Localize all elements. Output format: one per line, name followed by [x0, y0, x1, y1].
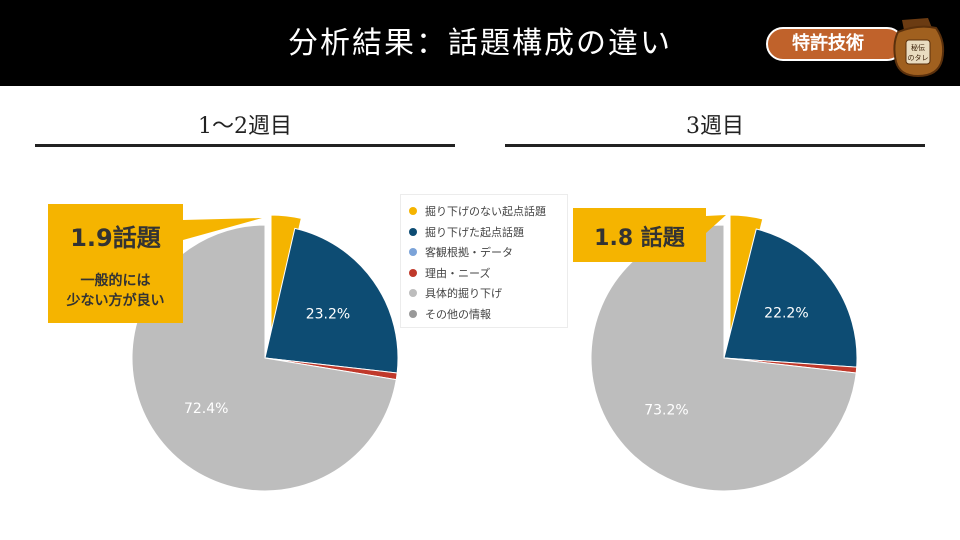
legend-label: 掘り下げた起点話題	[425, 225, 524, 239]
legend-label: 理由・ニーズ	[425, 266, 491, 280]
section-divider-right	[505, 144, 925, 147]
callout-box-left	[48, 204, 262, 323]
legend-label: 掘り下げのない起点話題	[425, 205, 546, 219]
legend-item: 客観根拠・データ	[409, 242, 559, 263]
pie-slice-1	[723, 228, 858, 368]
jar-label-line1: 秘伝	[911, 43, 925, 52]
callout-box-right	[573, 208, 726, 262]
section-divider-left	[35, 144, 455, 147]
legend-swatch	[409, 227, 417, 236]
jar-label-line2: のタレ	[908, 53, 929, 62]
legend-item: 掘り下げのない起点話題	[409, 201, 559, 222]
callout-value-left: 1.9話題	[70, 224, 161, 252]
legend-item: 掘り下げた起点話題	[409, 222, 559, 243]
legend-label: 具体的掘り下げ	[425, 287, 502, 301]
pie-data-label: 72.4%	[184, 401, 228, 417]
legend-label: 客観根拠・データ	[425, 246, 513, 260]
chart-legend: 掘り下げのない起点話題 掘り下げた起点話題 客観根拠・データ 理由・ニーズ 具体的掘り下…	[400, 194, 568, 328]
legend-swatch	[409, 207, 417, 216]
legend-swatch	[409, 248, 417, 257]
callout-value-right: 1.8 話題	[594, 226, 685, 251]
legend-item: 理由・ニーズ	[409, 263, 559, 284]
legend-swatch	[409, 309, 417, 318]
header-bar: 分析結果：話題構成の違い 特許技術 秘伝 のタレ	[0, 0, 960, 86]
patent-badge: 特許技術	[766, 27, 904, 61]
section-title-week-3: 3週目	[686, 114, 744, 139]
legend-item: 具体的掘り下げ	[409, 283, 559, 304]
legend-swatch	[409, 268, 417, 277]
pie-slice-1	[264, 227, 399, 374]
legend-label: その他の情報	[425, 307, 491, 321]
legend-swatch	[409, 289, 417, 298]
pie-data-label: 23.2%	[306, 306, 350, 322]
pie-data-label: 73.2%	[644, 402, 688, 418]
callout-note-line1: 一般的には	[80, 273, 151, 289]
page-title: 分析結果：話題構成の違い	[288, 26, 672, 61]
legend-item: その他の情報	[409, 304, 559, 325]
pie-data-label: 22.2%	[764, 306, 808, 322]
sauce-jar-icon: 秘伝 のタレ	[893, 18, 945, 78]
pie-chart-week-3: 22.2% 73.2%	[590, 214, 858, 492]
pie-slice-4	[131, 224, 397, 492]
callout-note-line2: 少ない方が良い	[66, 293, 165, 309]
pie-chart-weeks-1-2: 23.2% 72.4%	[131, 214, 399, 492]
section-title-weeks-1-2: 1～2週目	[198, 114, 292, 139]
